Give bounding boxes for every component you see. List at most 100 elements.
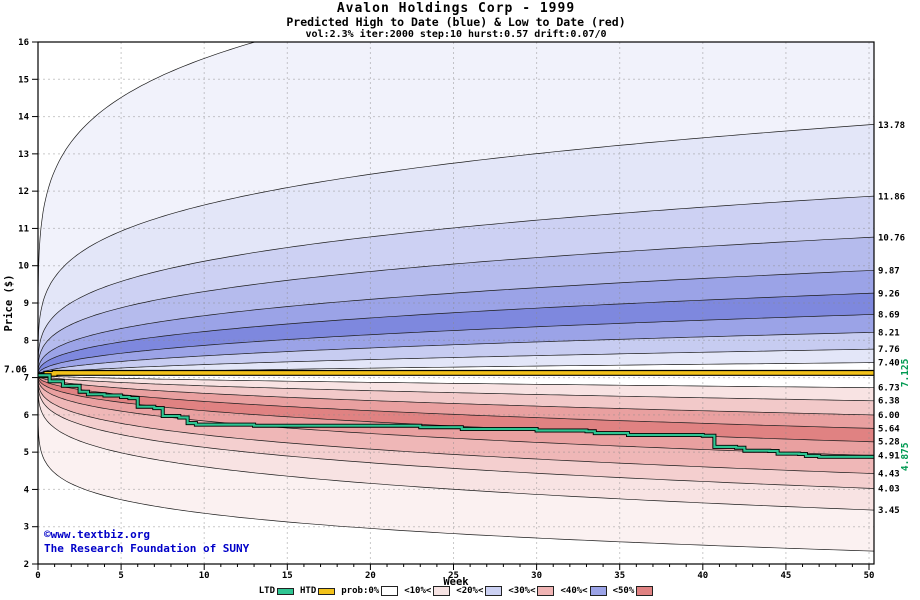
legend-label: <20%<	[456, 586, 484, 596]
legend-swatch-ltd	[277, 587, 294, 595]
axis-ticks	[32, 41, 870, 570]
legend-item: prob:0%	[341, 586, 399, 596]
quantile-boundary-line	[38, 124, 874, 376]
y-axis-title: Price ($)	[3, 275, 15, 332]
low-prob-band	[38, 375, 874, 388]
y-tick-label: 9	[24, 299, 29, 309]
y-tick-label: 4	[24, 485, 30, 495]
quantile-boundary-line	[38, 269, 874, 376]
high-prob-band	[38, 124, 874, 376]
legend-item: HTD	[300, 586, 336, 596]
htd-series	[38, 369, 874, 379]
legend-swatch-30	[537, 586, 555, 596]
legend-label: <50%	[612, 586, 635, 596]
quantile-value-label: 6.38	[878, 397, 900, 407]
quantile-boundary-line	[38, 375, 874, 489]
quantile-value-label: 4.03	[878, 484, 900, 494]
quantile-value-label: 8.69	[878, 311, 900, 321]
y-tick-label: 7	[24, 374, 29, 384]
quantile-boundary-line	[38, 375, 874, 552]
quantile-boundary-line	[38, 374, 874, 389]
quantile-boundary-line	[38, 331, 874, 376]
legend-swatch-40	[589, 586, 607, 596]
y-tick-label: 13	[18, 150, 29, 160]
chart-params: vol:2.3% iter:2000 step:10 hurst:0.57 dr…	[305, 29, 607, 40]
y-tick-label: 5	[24, 448, 29, 458]
legend-item: <30%<	[508, 586, 555, 596]
x-tick-label: 10	[199, 571, 210, 581]
legend-item: <20%<	[456, 586, 503, 596]
quantile-value-labels: 7.40 7.76 8.21 8.69 9.26 9.87 10.76 11.86 13.78 6…	[878, 121, 905, 516]
quantile-boundary-line	[38, 236, 874, 376]
y-tick-label: 15	[18, 75, 29, 85]
copyright-org: The Research Foundation of SUNY	[44, 541, 250, 555]
chart-legend: LTD HTD prob:0% <10%< <20%< <30%< <40%< <50%	[38, 586, 874, 596]
quantile-value-label: 7.40	[878, 359, 900, 369]
quantile-value-label: 3.45	[878, 506, 900, 516]
x-tick-label: 20	[365, 571, 376, 581]
copyright-block: ©www.textbiz.org The Research Foundation…	[44, 528, 249, 555]
quantile-boundary-line	[38, 375, 874, 511]
low-prob-band	[38, 375, 874, 511]
quantile-value-label: 7.76	[878, 345, 900, 355]
quantile-boundary-line	[38, 42, 257, 376]
y-tick-label: 11	[18, 224, 29, 234]
x-axis-title: Week	[443, 576, 469, 588]
legend-item: <50%	[613, 586, 654, 596]
low-prob-band	[38, 375, 874, 429]
quantile-value-label: 10.76	[878, 233, 905, 243]
x-tick-label: 0	[35, 571, 40, 581]
quantile-value-label: 9.87	[878, 267, 900, 277]
legend-swatch-20	[485, 586, 503, 596]
high-prob-band	[38, 42, 874, 376]
legend-swatch-prob0	[381, 586, 399, 596]
low-prob-band	[38, 375, 874, 552]
quantile-value-label: 11.86	[878, 192, 905, 202]
legend-label: LTD	[258, 586, 275, 596]
high-prob-band	[38, 237, 874, 376]
x-tick-label: 45	[780, 571, 791, 581]
y-tick-label: 6	[24, 411, 29, 421]
legend-label: prob:0%	[341, 586, 380, 596]
quantile-value-label: 4.91	[878, 451, 900, 461]
tick-labels: 0 5 10 15 20 25 30 35 40 45 5023456789101112131415…	[18, 38, 874, 581]
quantile-value-label: 5.28	[878, 438, 900, 448]
high-prob-band	[38, 270, 874, 376]
copyright-site: ©www.textbiz.org	[44, 528, 150, 541]
low-prob-band	[38, 375, 874, 442]
x-tick-label: 15	[282, 571, 293, 581]
low-prob-band	[38, 375, 874, 489]
legend-item: <10%<	[404, 586, 451, 596]
y-tick-label: 16	[18, 38, 29, 48]
htd-final-label: 7.125	[900, 358, 911, 387]
y-tick-label: 8	[24, 336, 29, 346]
quantile-value-label: 6.73	[878, 384, 900, 394]
quantile-boundary-line	[38, 375, 874, 474]
x-tick-label: 25	[448, 571, 459, 581]
y-tick-label: 14	[18, 113, 29, 123]
probability-fan	[38, 42, 874, 552]
low-prob-band	[38, 375, 874, 415]
chart-title: Avalon Holdings Corp - 1999	[336, 1, 576, 16]
low-prob-band	[38, 375, 874, 401]
legend-item: LTD	[259, 586, 294, 596]
high-prob-band	[38, 332, 874, 376]
y-tick-label: 3	[24, 523, 29, 533]
ltd-line	[38, 374, 874, 458]
legend-swatch-htd	[318, 587, 336, 595]
legend-label: <30%<	[508, 586, 536, 596]
quantile-value-label: 8.21	[878, 328, 900, 338]
high-prob-band	[38, 349, 874, 376]
ltd-series	[38, 373, 874, 459]
x-tick-label: 5	[118, 571, 123, 581]
quantile-value-label: 5.64	[878, 424, 900, 434]
legend-swatch-10	[433, 586, 451, 596]
gridlines	[38, 42, 874, 564]
legend-label: <10%<	[404, 586, 432, 596]
quantile-value-label: 13.78	[878, 121, 905, 131]
legend-label: <40%<	[560, 586, 588, 596]
quantile-value-label: 6.00	[878, 411, 900, 421]
y-tick-label: 10	[18, 262, 29, 272]
quantile-value-label: 4.43	[878, 469, 900, 479]
low-prob-band	[38, 375, 874, 474]
